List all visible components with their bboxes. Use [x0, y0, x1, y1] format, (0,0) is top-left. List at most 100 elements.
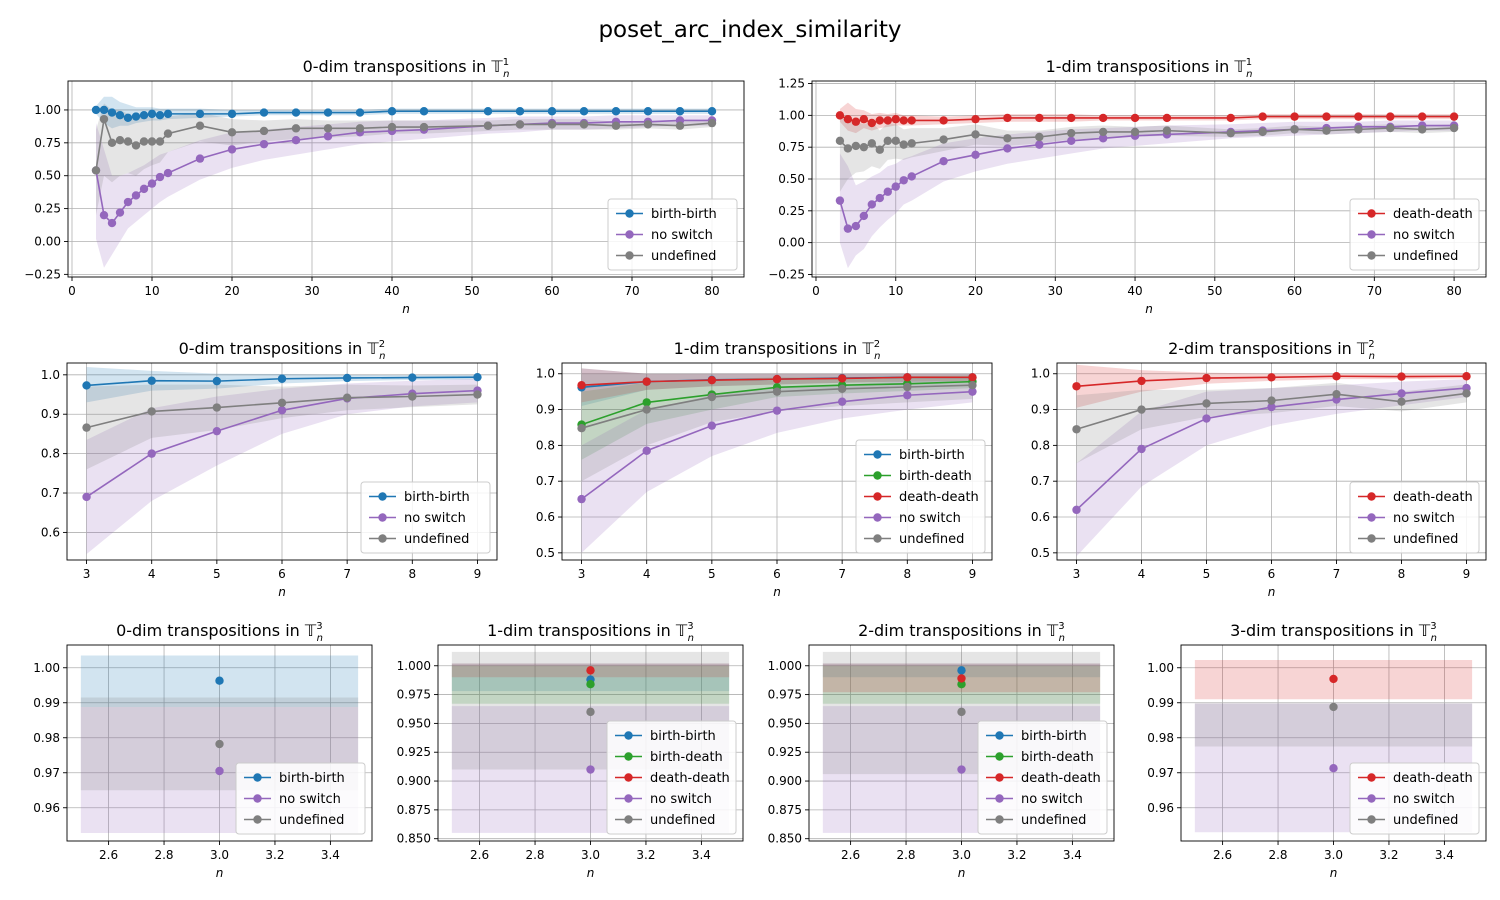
data-point-undefined — [903, 382, 912, 392]
data-point-birth-birth — [215, 676, 224, 685]
data-point-birth-birth — [675, 107, 685, 116]
legend-box — [1349, 198, 1480, 271]
y-tick-label: 0.96 — [33, 801, 60, 815]
legend-marker — [1367, 794, 1376, 803]
data-point-birth-birth — [408, 373, 417, 382]
data-point-undefined — [1417, 125, 1427, 134]
data-point-undefined — [837, 384, 847, 393]
confidence-band-no-switch — [839, 120, 1455, 269]
data-point-undefined — [1202, 399, 1211, 408]
data-point-death-death — [843, 114, 853, 124]
legend-label: death-death — [1393, 490, 1473, 505]
x-tick-label: 0 — [68, 284, 76, 298]
legend-marker — [1367, 251, 1376, 260]
data-point-no-switch — [323, 132, 333, 141]
data-point-undefined — [291, 124, 301, 133]
data-point-undefined — [1072, 425, 1081, 434]
data-point-birth-birth — [259, 108, 269, 117]
y-tick-label: 0.99 — [1147, 696, 1174, 710]
data-point-death-death — [867, 118, 877, 128]
data-point-no-switch — [155, 172, 165, 182]
data-point-birth-birth — [387, 107, 397, 116]
legend-marker — [624, 794, 633, 803]
data-point-birth-birth — [579, 107, 589, 116]
legend-label: undefined — [1393, 249, 1458, 264]
data-point-no-switch — [277, 406, 287, 415]
legend: death-death no switch undefined — [1349, 198, 1480, 271]
y-tick-label: 0.900 — [768, 774, 802, 788]
x-tick-label: 8 — [1398, 567, 1406, 581]
confidence-band-undefined — [839, 115, 1455, 192]
subplot-6: 2.6 2.8 3.0 3.2 3.4 0.96 0.97 0.98 0.99 1.00 0-dim… — [33, 621, 373, 880]
subplot-title: 1-dim transpositions in 𝕋1 n — [1046, 57, 1253, 80]
legend-label: no switch — [651, 228, 713, 243]
x-tick-label: 40 — [384, 284, 399, 298]
data-point-undefined — [957, 707, 966, 717]
data-point-undefined — [968, 381, 977, 390]
data-point-no-switch — [867, 200, 877, 209]
data-point-undefined — [642, 405, 651, 414]
data-point-no-switch — [215, 766, 224, 776]
data-point-death-death — [837, 374, 847, 383]
x-axis-label: n — [1268, 585, 1276, 599]
figure-title: poset_arc_index_similarity — [598, 17, 901, 43]
y-tick-label: 1.0 — [1031, 367, 1050, 381]
x-axis-label: n — [958, 866, 966, 880]
data-point-death-death — [1258, 112, 1267, 121]
data-point-birth-birth — [323, 108, 333, 117]
data-point-no-switch — [139, 184, 149, 194]
x-tick-label: 7 — [343, 567, 351, 581]
data-point-undefined — [227, 128, 237, 137]
data-point-undefined — [1354, 125, 1363, 134]
data-point-birth-birth — [147, 376, 156, 385]
subplot-4: 3 4 5 6 7 8 9 0.5 0.6 0.7 0.8 0.9 1.0 1-dim transposi… — [536, 339, 993, 599]
data-point-death-death — [907, 116, 916, 125]
data-point-birth-death — [586, 680, 595, 689]
legend-label: undefined — [1021, 813, 1086, 828]
y-tick-label: 0.950 — [397, 716, 431, 730]
legend: birth-birth no switch undefined — [360, 481, 491, 554]
confidence-band-no-switch — [86, 378, 478, 555]
data-point-undefined — [515, 120, 525, 129]
data-point-undefined — [1386, 123, 1395, 133]
legend-marker — [995, 773, 1004, 782]
y-tick-label: 0.850 — [397, 832, 431, 846]
x-tick-label: 60 — [1287, 284, 1302, 298]
confidence-band-birth-birth — [96, 96, 712, 129]
data-point-undefined — [1137, 405, 1146, 414]
y-tick-label: 0.5 — [1031, 546, 1050, 560]
data-point-undefined — [675, 121, 685, 130]
confidence-band-birth-birth — [86, 366, 478, 403]
y-tick-label: 0.98 — [1147, 731, 1174, 745]
y-tick-label: 0.50 — [778, 172, 805, 186]
data-point-no-switch — [107, 218, 117, 228]
data-point-birth-birth — [707, 107, 717, 116]
x-tick-label: 5 — [1203, 567, 1211, 581]
confidence-band-birth-death — [581, 375, 973, 460]
x-axis-label: n — [216, 866, 224, 880]
data-point-undefined — [579, 120, 589, 129]
legend-box — [1349, 481, 1480, 554]
x-tick-label: 5 — [708, 567, 716, 581]
legend-label: death-death — [1021, 771, 1101, 786]
data-point-undefined — [1258, 127, 1267, 137]
data-point-death-death — [1130, 113, 1140, 123]
data-point-no-switch — [147, 449, 156, 458]
confidence-band-undefined — [86, 384, 478, 470]
data-point-death-death — [577, 381, 586, 390]
legend-label: birth-birth — [899, 448, 965, 463]
data-point-birth-birth — [212, 376, 222, 386]
x-tick-label: 2.8 — [525, 848, 544, 862]
y-tick-label: 0.96 — [1147, 801, 1174, 815]
x-tick-label: 3.4 — [321, 848, 340, 862]
data-point-birth-birth — [342, 373, 352, 383]
x-tick-label: 30 — [1048, 284, 1063, 298]
data-point-no-switch — [195, 154, 205, 163]
x-tick-label: 30 — [304, 284, 319, 298]
legend: death-death no switch undefined — [1349, 762, 1480, 835]
legend-marker — [873, 450, 882, 459]
y-tick-label: 0.50 — [34, 169, 61, 183]
data-point-no-switch — [899, 176, 908, 185]
data-point-undefined — [123, 137, 133, 146]
y-tick-label: 0.6 — [41, 525, 60, 539]
